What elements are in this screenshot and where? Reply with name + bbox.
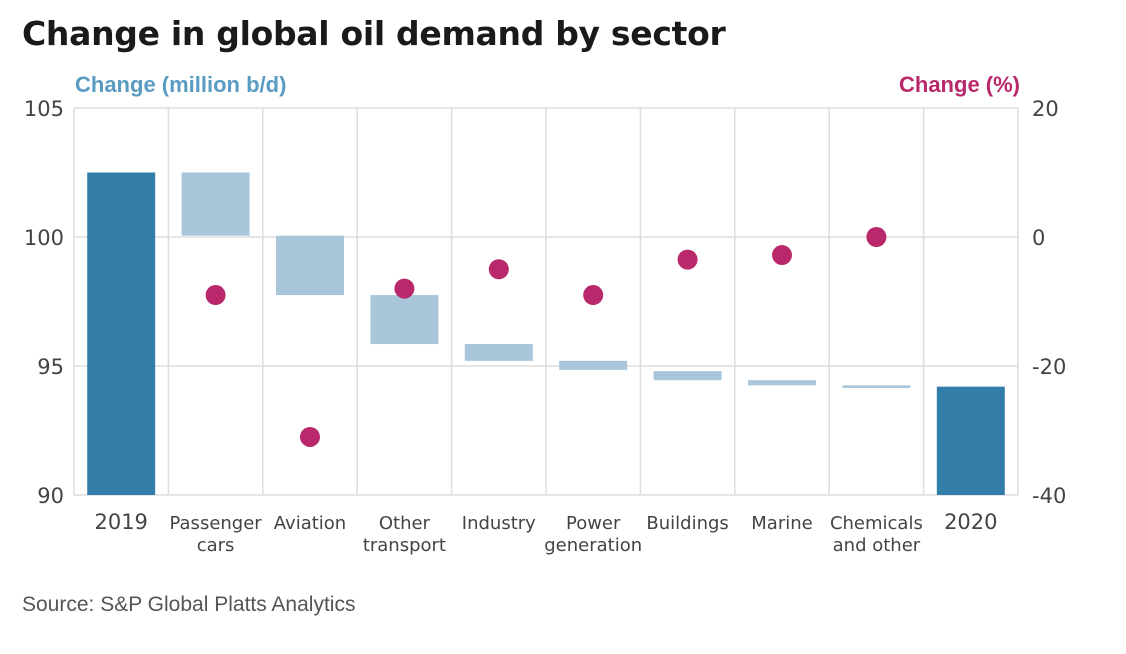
category-label: Industry [462,513,536,534]
category-label: Passenger cars [169,513,262,556]
right-axis-title: Change (%) [899,72,1020,97]
change-bar [748,380,816,386]
change-bar [653,371,722,381]
left-axis-title: Change (million b/d) [75,72,287,97]
change-bar [276,235,344,296]
percent-change-dot [394,278,415,299]
left-tick-label: 105 [24,97,64,121]
category-label: Chemicals and other [830,513,923,556]
total-bar [87,172,156,495]
total-bar [936,386,1005,495]
category-label: Other transport [363,513,446,556]
right-tick-label: 20 [1032,97,1059,121]
right-tick-label: 0 [1032,226,1045,250]
left-tick-label: 95 [37,355,64,379]
percent-change-dot [677,249,698,270]
percent-change-dot [300,426,320,447]
bars-group [87,172,1005,495]
category-label: Power generation [544,513,642,556]
percent-change-dot [866,227,887,247]
change-bar [370,295,439,345]
percent-change-dot [488,259,509,280]
category-label: Buildings [646,513,728,534]
left-tick-label: 90 [37,484,64,508]
category-label: Marine [751,513,812,534]
change-bar [181,172,250,236]
tick-labels-group: 90 95 100 105 -40 -20 0 20 2019 Passenger cars Avia… [24,97,1066,556]
change-bar [842,385,911,388]
right-tick-label: -20 [1032,355,1066,379]
chart-title: Change in global oil demand by sector [22,14,726,53]
source-note: Source: S&P Global Platts Analytics [22,593,356,616]
right-tick-label: -40 [1032,484,1066,508]
change-bar [559,360,628,370]
category-label: Aviation [274,513,346,534]
percent-dots-group [205,227,887,447]
left-tick-label: 100 [24,226,64,250]
change-bar [464,344,533,361]
category-label: 2019 [94,510,147,534]
percent-change-dot [583,285,604,306]
category-label: 2020 [944,510,997,534]
gridlines [73,107,1019,496]
percent-change-dot [205,285,226,306]
percent-change-dot [772,245,792,266]
